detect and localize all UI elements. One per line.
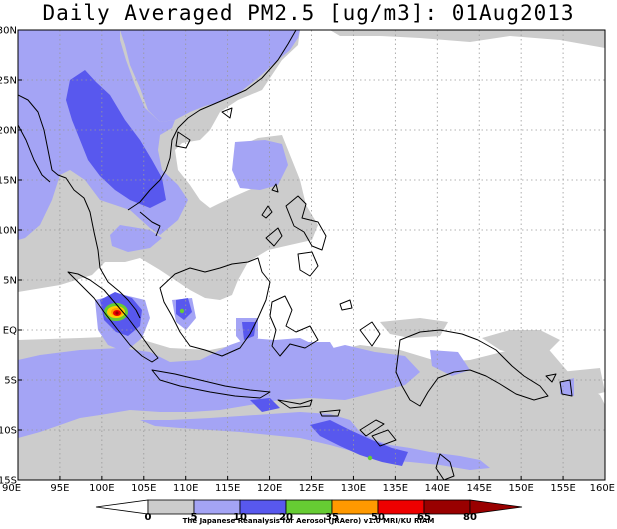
lon-label: 150E [508, 483, 533, 494]
lat-label: 25N [0, 76, 17, 87]
lat-label: 5N [3, 276, 17, 287]
lat-lon-grid [18, 30, 605, 480]
lon-label: 125E [299, 483, 324, 494]
lat-label: 30N [0, 26, 17, 37]
lon-label: 140E [425, 483, 450, 494]
colorbar-label: 35 [325, 512, 339, 523]
colorbar-label: 20 [279, 512, 293, 523]
lon-label: 145E [467, 483, 492, 494]
credit-line: The Japanese Reanalysis for Aerosol (JRA… [182, 517, 435, 525]
lon-label: 100E [89, 483, 114, 494]
colorbar-segment [147, 499, 195, 515]
colorbar-high-arrow [469, 499, 523, 515]
colorbar-label: 50 [371, 512, 385, 523]
lon-label: 130E [341, 483, 366, 494]
lon-label: 105E [131, 483, 156, 494]
lon-label: 95E [50, 483, 69, 494]
colorbar-label: 5 [191, 512, 198, 523]
lon-label: 115E [215, 483, 240, 494]
latitude-axis: 30N 25N 20N 15N 10N 5N EQ 5S 10S 15S [0, 26, 22, 487]
lon-label: 155E [550, 483, 575, 494]
colorbar: 0 5 10 20 35 50 65 80 [95, 499, 523, 523]
coastlines [18, 30, 573, 480]
lat-label: 10N [0, 226, 17, 237]
lon-label: 160E [590, 483, 615, 494]
lat-label: 15S [0, 476, 17, 487]
concentration-field [18, 30, 605, 480]
colorbar-label: 65 [417, 512, 431, 523]
lat-label: 5S [4, 376, 17, 387]
map-title: Daily Averaged PM2.5 [ug/m3]: 01Aug2013 [42, 1, 575, 25]
lon-label: 120E [257, 483, 282, 494]
colorbar-label: 0 [145, 512, 152, 523]
colorbar-label: 10 [233, 512, 247, 523]
lat-label: 20N [0, 126, 17, 137]
lat-label: EQ [3, 326, 17, 337]
lon-label: 135E [383, 483, 408, 494]
lat-label: 15N [0, 176, 17, 187]
lon-label: 110E [173, 483, 198, 494]
lon-label: 90E [2, 483, 21, 494]
colorbar-label: 80 [463, 512, 477, 523]
colorbar-low-arrow [95, 499, 149, 515]
lat-label: 10S [0, 426, 17, 437]
longitude-axis: 90E 95E 100E 105E 110E 115E 120E 125E 130E 135E 14… [2, 476, 615, 494]
